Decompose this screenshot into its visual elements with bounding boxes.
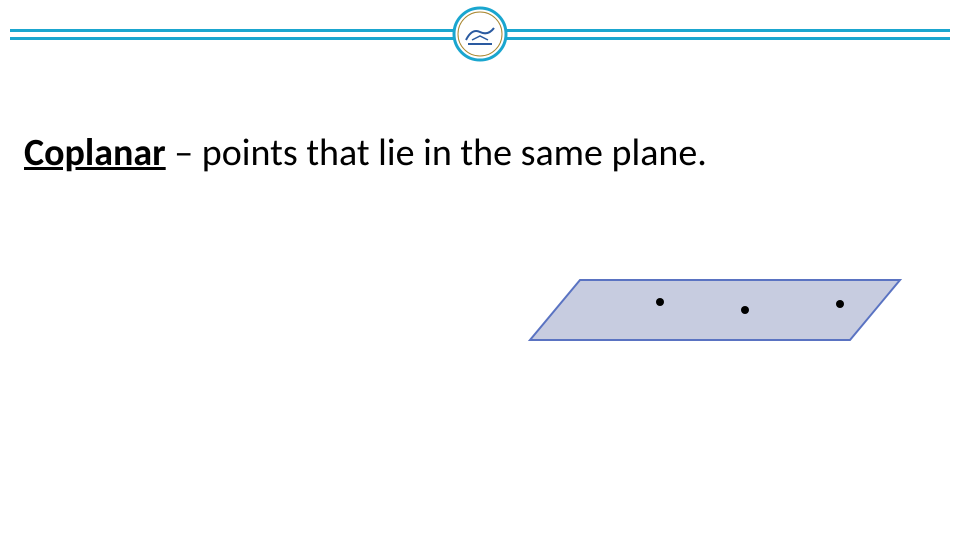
plane-point-2 [741,306,749,314]
plane-point-3 [836,300,844,308]
plane-point-1 [656,298,664,306]
plane-diagram-icon [520,260,910,360]
definition-text: Coplanar – points that lie in the same p… [24,130,707,176]
definition-term: Coplanar [24,130,166,176]
plane-shape [530,280,900,340]
definition-dash: – [166,130,202,176]
definition-body: points that lie in the same plane. [202,130,707,176]
coplanar-plane-figure [520,260,910,360]
school-logo-icon [452,6,508,62]
school-logo [452,6,508,67]
